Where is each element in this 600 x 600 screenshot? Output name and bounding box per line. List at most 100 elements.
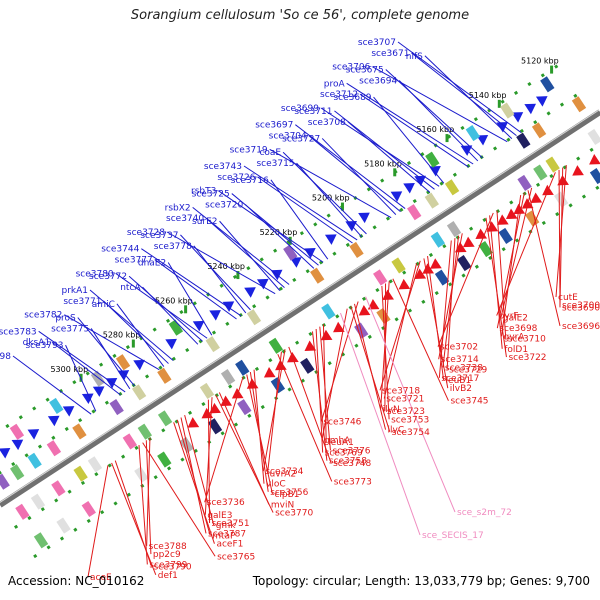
bottom-strand-gene xyxy=(398,278,411,290)
feature-block xyxy=(516,132,531,149)
label-leader xyxy=(65,344,97,412)
label-leader xyxy=(128,275,203,342)
gene-label: sce3700 xyxy=(562,301,600,311)
feature-block xyxy=(424,192,440,209)
label-leader xyxy=(257,176,353,244)
label-leader xyxy=(246,374,273,495)
label-leader xyxy=(154,259,237,320)
label-leader xyxy=(218,392,270,505)
gene-label: sce3689 xyxy=(333,93,371,103)
label-leader xyxy=(372,66,508,143)
bottom-strand-gene xyxy=(530,192,543,203)
gene-label: sce3751 xyxy=(212,519,250,529)
bottom-strand-gene xyxy=(220,395,233,407)
gene-label: sce3727 xyxy=(282,134,320,144)
scale-tick xyxy=(184,305,188,314)
bottom-strand-gene xyxy=(422,263,435,274)
top-strand-gene xyxy=(222,301,235,312)
scale-label: 5180 kbp xyxy=(364,159,402,168)
label-leader xyxy=(347,121,431,193)
label-leader xyxy=(296,162,363,238)
rna-label: sce_SECIS_17 xyxy=(422,531,484,541)
label-leader-layer xyxy=(12,41,567,578)
feature-block xyxy=(33,532,49,549)
top-strand-gene xyxy=(117,370,130,381)
top-strand-gene xyxy=(535,96,548,107)
gene-label: mviN xyxy=(271,500,294,510)
bottom-strand-gene xyxy=(414,268,427,279)
top-strand-gene xyxy=(524,103,537,115)
feature-layer xyxy=(0,76,600,549)
bottom-strand-gene xyxy=(505,208,518,220)
label-leader xyxy=(501,194,522,337)
gene-label: sce3694 xyxy=(359,76,397,86)
label-leader xyxy=(87,465,109,578)
top-strand-gene xyxy=(244,287,256,298)
label-leader xyxy=(267,351,282,474)
feature-block xyxy=(300,357,315,374)
scale-label: 5260 kbp xyxy=(155,296,193,305)
label-leader xyxy=(319,326,331,451)
label-leader xyxy=(138,445,148,565)
label-leader xyxy=(219,220,281,291)
label-leader xyxy=(373,96,445,184)
gene-label: leuB1 xyxy=(446,376,472,386)
feature-block xyxy=(531,122,547,139)
label-leader xyxy=(184,415,215,526)
feature-block xyxy=(425,151,440,168)
label-leader xyxy=(173,422,215,544)
top-strand-gene xyxy=(289,257,302,268)
gene-label: sce3799 xyxy=(149,560,187,570)
scale-tick xyxy=(550,65,554,74)
scale-label: 5120 kbp xyxy=(521,57,559,66)
gene-label: folD1 xyxy=(504,345,528,355)
gene-label: sce3765 xyxy=(217,552,255,562)
gene-label: sce3690 xyxy=(562,303,600,313)
feature-block xyxy=(72,423,87,440)
feature-block xyxy=(553,191,569,208)
feature-block xyxy=(349,241,364,259)
genome-backbone xyxy=(0,109,600,508)
gene-label: sce3778 xyxy=(154,242,192,252)
gene-label: coaE xyxy=(259,148,281,158)
label-leader xyxy=(383,263,418,399)
feature-block xyxy=(457,255,472,272)
gene-label: sce3745 xyxy=(450,397,488,407)
bottom-strand-gene xyxy=(589,154,600,165)
gene-label: sce3715 xyxy=(256,159,294,169)
gene-label: sce3738 xyxy=(445,363,483,373)
feature-block xyxy=(373,269,388,286)
label-leader xyxy=(485,217,507,358)
bottom-strand-gene xyxy=(486,221,499,232)
bottom-strand-gene xyxy=(475,228,488,240)
gene-label: proS xyxy=(55,314,76,324)
feature-block xyxy=(9,423,25,440)
gene-label: proA xyxy=(324,79,346,89)
bottom-strand-gene xyxy=(333,321,345,333)
gene-label: pyrF xyxy=(499,312,519,322)
gene-label: aceE xyxy=(90,573,112,583)
top-strand-gene xyxy=(511,112,524,123)
feature-block xyxy=(49,397,64,415)
label-leader xyxy=(282,151,367,235)
feature-block xyxy=(444,179,460,196)
feature-block xyxy=(199,382,215,399)
genome-summary-text: Topology: circular; Length: 13,033,779 b… xyxy=(252,574,590,588)
gene-label: sce3717 xyxy=(441,374,479,384)
feature-block xyxy=(283,244,298,261)
label-leader xyxy=(423,258,449,389)
label-leader xyxy=(180,234,251,311)
label-leader xyxy=(527,190,561,327)
label-leader xyxy=(398,80,479,162)
top-strand-gene xyxy=(390,191,403,202)
scale-label: 5280 kbp xyxy=(103,331,141,340)
feature-block xyxy=(115,354,131,371)
gene-label: sce3736 xyxy=(207,498,245,508)
label-leader xyxy=(295,124,406,209)
gene-label: rsbX2 xyxy=(165,203,191,213)
gene-label: sce3708 xyxy=(308,118,346,128)
gene-label: sce3723 xyxy=(387,407,425,417)
feature-block xyxy=(122,433,138,450)
